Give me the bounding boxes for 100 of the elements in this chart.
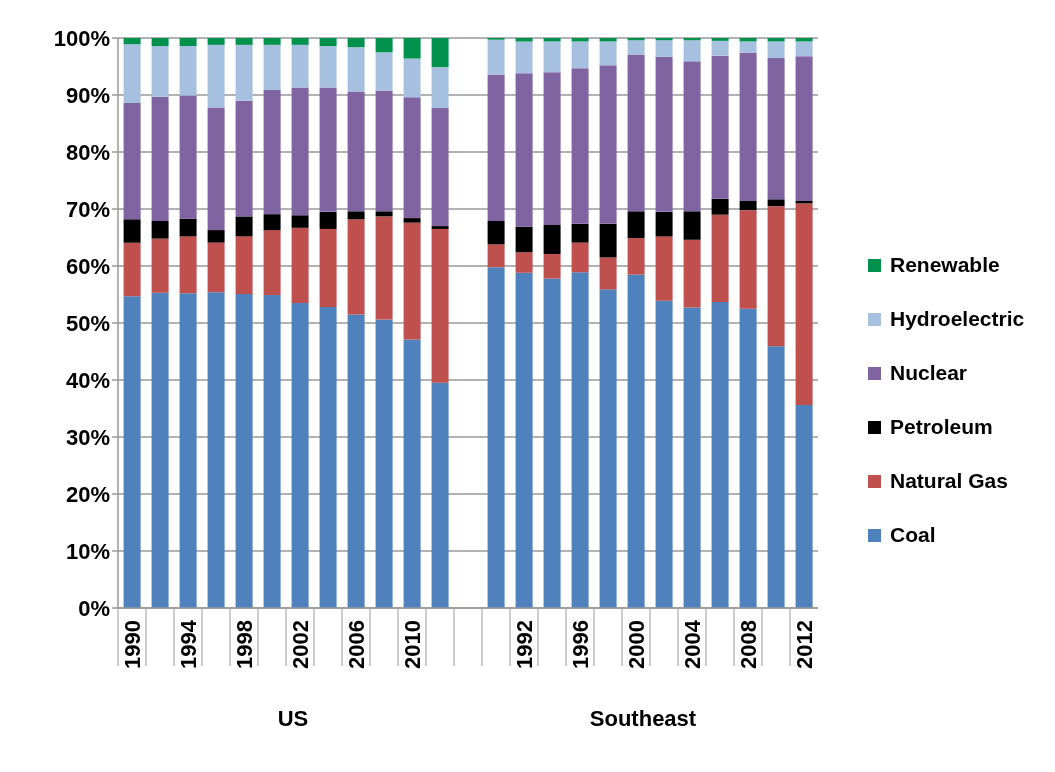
bar: [179, 293, 197, 608]
bar: [431, 382, 449, 608]
bar: [151, 96, 169, 221]
bar: [515, 41, 533, 74]
x-tick-label: 2006: [344, 620, 369, 669]
bar: [739, 308, 757, 608]
bar: [711, 301, 729, 608]
bar: [347, 211, 365, 220]
bar: [515, 252, 533, 273]
x-tick-label: 2012: [792, 620, 817, 669]
bar: [319, 87, 337, 212]
bar: [235, 38, 253, 45]
bar: [711, 40, 729, 56]
bar: [431, 226, 449, 229]
x-tick-label: 2004: [680, 619, 705, 669]
bar: [291, 38, 309, 45]
bar: [235, 236, 253, 294]
bar: [179, 236, 197, 294]
bar: [319, 38, 337, 46]
y-tick-label: 0%: [78, 595, 110, 621]
bar: [207, 38, 225, 45]
bar: [795, 56, 813, 202]
bar: [263, 44, 281, 90]
bar: [571, 223, 589, 243]
bar: [683, 239, 701, 308]
bar: [599, 41, 617, 66]
legend-label: Nuclear: [890, 361, 968, 385]
bar: [767, 199, 785, 207]
bar: [543, 254, 561, 279]
x-tick-label: 2002: [288, 620, 313, 669]
bar: [711, 38, 729, 41]
bar: [627, 54, 645, 212]
bar: [151, 238, 169, 293]
bar: [543, 278, 561, 608]
y-tick-label: 80%: [65, 139, 110, 165]
bar: [655, 236, 673, 301]
bar: [543, 41, 561, 73]
bar: [291, 44, 309, 88]
bar: [403, 38, 421, 59]
bar: [487, 220, 505, 245]
bar: [151, 292, 169, 608]
bar: [347, 91, 365, 212]
bar: [263, 230, 281, 296]
bar: [711, 214, 729, 302]
x-tick-label: 1990: [120, 620, 145, 669]
bar: [319, 228, 337, 308]
bar: [375, 211, 393, 217]
bar: [571, 272, 589, 608]
bar: [123, 44, 141, 103]
bar: [179, 45, 197, 96]
y-tick-label: 20%: [65, 481, 110, 507]
bar: [739, 210, 757, 309]
bar: [319, 211, 337, 229]
bar: [403, 58, 421, 98]
bar: [375, 52, 393, 91]
bar: [683, 61, 701, 212]
bar: [263, 295, 281, 608]
legend-label: Renewable: [890, 253, 1000, 277]
bar: [179, 218, 197, 237]
bar: [627, 40, 645, 55]
bar: [207, 44, 225, 108]
x-tick-label: 1994: [176, 619, 201, 669]
bar: [291, 87, 309, 216]
text: Southeast: [588, 706, 698, 732]
bar: [123, 296, 141, 608]
y-tick-label: 10%: [65, 538, 110, 564]
legend-label: Natural Gas: [890, 469, 1008, 493]
bar: [347, 314, 365, 608]
bar: [375, 216, 393, 320]
bar: [795, 41, 813, 57]
bar: [431, 67, 449, 109]
y-tick-label: 60%: [65, 253, 110, 279]
bar: [683, 211, 701, 240]
bar: [571, 242, 589, 273]
bar: [403, 218, 421, 223]
bar: [739, 201, 757, 211]
x-tick-label: 2008: [736, 620, 761, 669]
x-tick-label: 1996: [568, 620, 593, 669]
bar: [515, 226, 533, 253]
bar: [711, 55, 729, 199]
bar: [375, 90, 393, 212]
text: US: [276, 706, 310, 732]
y-tick-label: 50%: [65, 310, 110, 336]
bar: [767, 206, 785, 347]
bar: [599, 257, 617, 290]
bar: [375, 319, 393, 608]
y-tick-label: 90%: [65, 82, 110, 108]
bar: [627, 211, 645, 239]
bar: [515, 272, 533, 608]
bar: [263, 214, 281, 231]
bar: [123, 38, 141, 45]
bar: [123, 242, 141, 297]
bar: [403, 97, 421, 219]
bar: [739, 52, 757, 202]
bar: [207, 292, 225, 608]
bar: [655, 300, 673, 608]
bar: [291, 303, 309, 608]
bar: [235, 293, 253, 608]
bar: [431, 108, 449, 227]
bar: [627, 238, 645, 275]
